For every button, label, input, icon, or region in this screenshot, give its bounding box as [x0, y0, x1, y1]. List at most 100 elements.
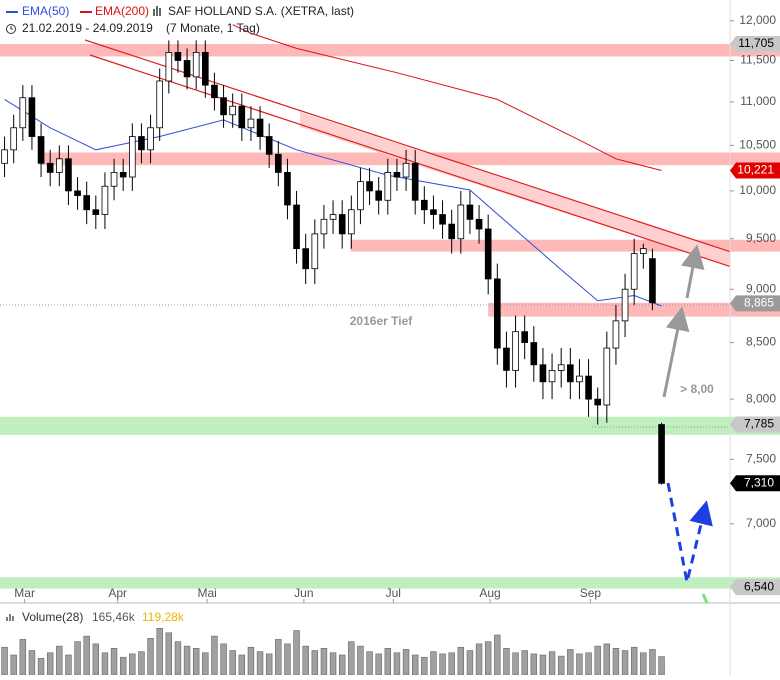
volume-bar	[1, 646, 8, 676]
y-tick-label: 7,000	[746, 516, 776, 530]
candle-body	[594, 398, 602, 406]
volume-bar	[110, 648, 118, 676]
x-tick-label: Jun	[294, 586, 313, 600]
zone	[0, 577, 780, 589]
volume-bar	[539, 654, 547, 676]
legend: EMA(50) EMA(200) SAF HOLLAND S.A. (XETRA…	[6, 4, 354, 35]
x-tick-label: Aug	[479, 586, 500, 600]
candle-body	[466, 204, 474, 220]
candle-body	[329, 214, 337, 220]
y-tick-label: 8,500	[746, 335, 776, 349]
volume-bar	[320, 648, 328, 676]
axes: 7,000 7,500 8,000 8,500 9,000 9,500 10,000 10,5…	[14, 13, 776, 603]
volume-bar	[46, 652, 54, 676]
candle-body	[430, 209, 437, 215]
candle-body	[10, 127, 18, 151]
volume-bar	[275, 639, 282, 676]
volume-bar	[156, 628, 163, 676]
volume-bar	[384, 648, 392, 676]
volume-bar	[567, 649, 574, 676]
volume-bar	[265, 653, 273, 676]
zone	[350, 239, 780, 252]
price-label: 8,865	[744, 295, 774, 309]
candle-body	[576, 375, 583, 383]
arrow	[666, 482, 713, 583]
volume-bar	[183, 645, 191, 676]
x-tick-label: Jul	[386, 586, 401, 600]
candle-body	[448, 223, 456, 240]
y-tick-label: 10,500	[739, 138, 776, 152]
candle-body	[521, 331, 529, 343]
y-tick-label: 9,500	[746, 231, 776, 245]
volume-bar	[348, 641, 355, 676]
chart-title: SAF HOLLAND S.A. (XETRA, last)	[168, 4, 354, 18]
candle-body	[347, 209, 355, 235]
volume-bar	[658, 656, 665, 676]
volume-bar	[229, 650, 236, 676]
volume-bar	[594, 645, 601, 676]
candle-body	[1, 149, 8, 164]
volume-bar	[430, 651, 437, 676]
candle-body	[649, 258, 656, 304]
ema-line	[232, 24, 662, 171]
price-label: 10,221	[737, 163, 774, 177]
volume-bar	[74, 641, 81, 676]
volume-bar	[475, 643, 483, 676]
candle-body	[247, 118, 255, 129]
volume-bar	[439, 653, 446, 676]
candle-body	[384, 172, 392, 201]
volume-last: 165,46k	[92, 610, 136, 624]
candle-body	[366, 181, 373, 192]
volume-bar	[56, 645, 63, 676]
clock-icon	[10, 26, 13, 30]
candle-body	[585, 375, 592, 400]
volume-bar	[92, 643, 100, 676]
candle-body	[274, 153, 282, 173]
candle-body	[37, 136, 45, 164]
candle-body	[201, 51, 209, 86]
volume-bar	[37, 658, 45, 676]
candle-body	[530, 342, 538, 366]
volume-bar	[576, 653, 583, 676]
volume-average: 119,28k	[142, 610, 185, 624]
channel-upper	[84, 39, 730, 253]
volume-bar	[630, 646, 638, 676]
volume-bar	[138, 651, 145, 676]
y-tick-label: 7,500	[746, 452, 776, 466]
candle-body	[46, 162, 54, 173]
volume-bar	[585, 652, 592, 676]
zone	[0, 416, 780, 435]
plot-area	[1, 24, 665, 485]
volume-bar	[220, 643, 227, 676]
price-box	[730, 579, 780, 596]
candle-body	[65, 158, 72, 192]
candle-body	[420, 199, 428, 211]
volume-bar	[649, 649, 656, 676]
volume-bar	[448, 652, 455, 676]
candle-body	[83, 195, 91, 211]
y-tick-label: 8,000	[746, 391, 776, 405]
candle-body	[174, 51, 182, 61]
candle-body	[265, 136, 273, 155]
volume-bar	[10, 654, 17, 676]
volume-bar	[421, 656, 428, 676]
price-box	[730, 295, 780, 312]
volume-bar	[119, 656, 127, 676]
volume-bar	[284, 643, 291, 676]
candle-body	[55, 158, 63, 173]
volume-name: Volume(28)	[22, 610, 83, 624]
price-label: 6,540	[744, 579, 774, 593]
candle-body	[493, 278, 501, 349]
y-tick-label: 9,000	[746, 281, 776, 295]
candle-body	[238, 105, 246, 129]
candle-body	[475, 218, 483, 230]
price-label: 11,705	[738, 36, 774, 50]
candle-body	[512, 331, 519, 371]
candle-body	[119, 172, 127, 178]
candle-body	[183, 60, 191, 78]
candle-body	[503, 347, 510, 371]
x-tick-label: Sep	[580, 586, 602, 600]
candle-body	[302, 248, 310, 270]
candle-body	[439, 214, 446, 225]
